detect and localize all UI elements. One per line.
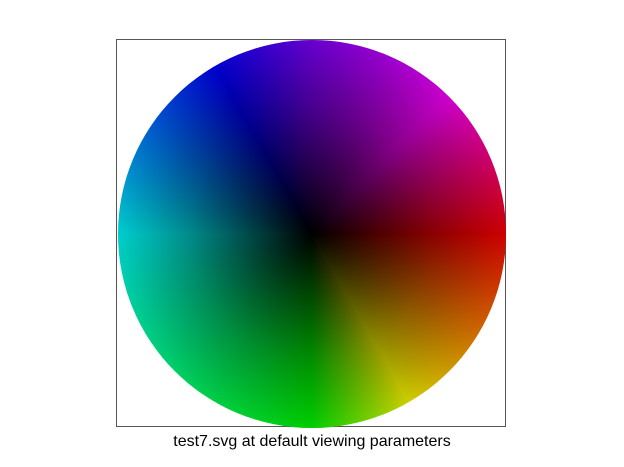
color-wheel <box>118 40 506 428</box>
caption-text: test7.svg at default viewing parameters <box>173 433 451 450</box>
color-wheel-dark-center <box>118 40 506 428</box>
svg-viewport-frame <box>116 39 506 428</box>
